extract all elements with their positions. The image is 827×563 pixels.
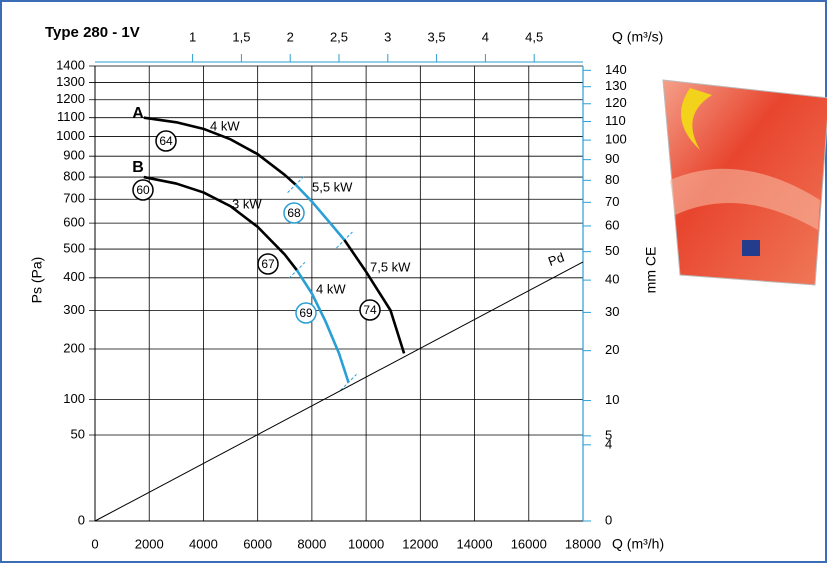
x-tick-label: 8000 <box>297 536 326 551</box>
x2-axis-label: Q (m³/s) <box>612 29 663 45</box>
y-tick-label: 1100 <box>57 109 85 124</box>
series-line <box>294 183 346 241</box>
annotation-label: 60 <box>136 183 150 197</box>
junction-tick <box>287 176 304 194</box>
annotation-circle <box>295 302 317 324</box>
annotation-circle <box>132 179 154 201</box>
x-tick-label: 10000 <box>348 536 384 551</box>
x-tick-label: 12000 <box>402 536 438 551</box>
series-label: 7,5 kW <box>370 259 411 274</box>
y-tick-label: 1300 <box>56 74 85 89</box>
series-line <box>343 239 406 354</box>
y-tick-label: 600 <box>63 215 85 230</box>
series-label: 4 kW <box>316 281 346 296</box>
y-tick-label: 200 <box>63 340 85 355</box>
brochure-wave <box>670 168 820 230</box>
junction-tick <box>288 261 306 279</box>
series-label: Pd <box>546 250 566 270</box>
brochure-swoosh <box>681 88 712 150</box>
y2-tick-label: 20 <box>605 342 619 357</box>
series-line <box>295 269 350 383</box>
x2-tick-label: 2,5 <box>330 29 348 44</box>
y2-tick-label: 120 <box>605 95 627 110</box>
y2-tick-label: 100 <box>605 132 627 147</box>
annotation-label: 64 <box>159 134 173 148</box>
y2-tick-label: 30 <box>605 304 619 319</box>
annotation-label: 67 <box>261 257 275 271</box>
annotation-label: 69 <box>299 306 313 320</box>
x2-tick-label: 2 <box>287 29 294 44</box>
y2-tick-label: 130 <box>605 78 627 93</box>
y2-axis-label: mm CE <box>643 247 659 294</box>
y-axis-label: Ps (Pa) <box>29 257 45 304</box>
y2-tick-label: 70 <box>605 194 619 209</box>
x-tick-label: 6000 <box>243 536 272 551</box>
x-tick-label: 0 <box>91 536 98 551</box>
x2-tick-label: 4,5 <box>525 29 543 44</box>
curve-label: A <box>132 105 144 122</box>
y-tick-label: 1400 <box>56 57 85 72</box>
y-tick-label: 1000 <box>56 128 85 143</box>
y-tick-label: 500 <box>63 241 85 256</box>
y2-tick-label: 110 <box>605 113 626 128</box>
annotation-circle <box>257 253 279 275</box>
junction-tick <box>340 373 357 391</box>
annotation-label: 74 <box>363 303 377 317</box>
y-tick-label: 0 <box>78 512 85 527</box>
y-tick-label: 300 <box>63 302 85 317</box>
series-line <box>94 261 584 522</box>
y2-tick-label: 80 <box>605 172 619 187</box>
x-tick-label: 18000 <box>565 536 601 551</box>
y-tick-label: 400 <box>63 269 85 284</box>
x2-tick-label: 3,5 <box>428 29 446 44</box>
x-axis-label: Q (m³/h) <box>612 536 664 552</box>
y2-tick-label: 90 <box>605 151 619 166</box>
y-tick-label: 100 <box>63 391 85 406</box>
y-tick-label: 700 <box>63 191 85 206</box>
y2-tick-label: 0 <box>605 512 612 527</box>
y-tick-label: 50 <box>71 426 85 441</box>
x2-tick-label: 3 <box>384 29 391 44</box>
y-tick-label: 1200 <box>56 91 85 106</box>
x-tick-label: 14000 <box>456 536 492 551</box>
y2-tick-label: 140 <box>605 62 627 77</box>
x2-tick-label: 4 <box>482 29 489 44</box>
y2-tick-label: 10 <box>605 392 619 407</box>
x-tick-label: 2000 <box>135 536 164 551</box>
y2-tick-label: 4 <box>605 436 612 451</box>
series-label: 5,5 kW <box>312 179 353 194</box>
x-tick-label: 16000 <box>511 536 547 551</box>
annotation-circle <box>283 202 305 224</box>
series-label: 4 kW <box>210 118 240 133</box>
brochure-logo <box>742 240 760 256</box>
annotation-circle <box>155 130 177 152</box>
y-tick-label: 900 <box>63 148 85 163</box>
x-tick-label: 4000 <box>189 536 218 551</box>
series-line <box>143 116 297 186</box>
chart-title: Type 280 - 1V <box>45 24 140 41</box>
y-tick-label: 800 <box>63 168 85 183</box>
series-label: 3 kW <box>232 196 262 211</box>
series-line <box>143 175 299 272</box>
brochure <box>662 79 827 286</box>
x2-tick-label: 1 <box>189 29 196 44</box>
y2-tick-label: 50 <box>605 243 619 258</box>
y2-tick-label: 5 <box>605 427 612 442</box>
annotation-label: 68 <box>287 206 301 220</box>
annotation-circle <box>359 299 381 321</box>
x2-tick-label: 1,5 <box>232 29 250 44</box>
curve-label: B <box>132 159 144 176</box>
y2-tick-label: 40 <box>605 272 619 287</box>
y2-tick-label: 60 <box>605 217 619 232</box>
